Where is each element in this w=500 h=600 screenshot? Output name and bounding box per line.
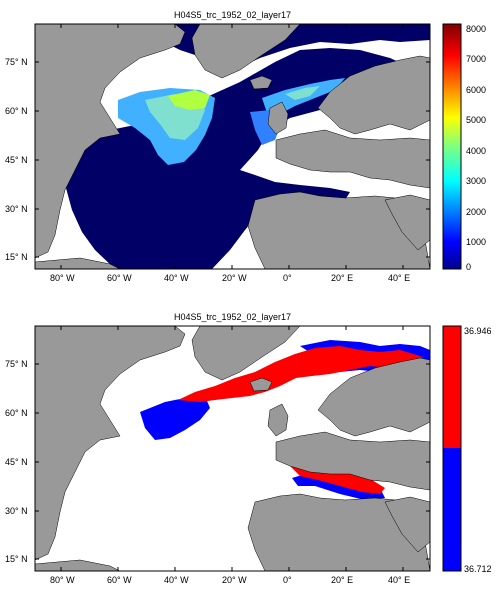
- panel2-colorbar-high: [443, 326, 461, 448]
- panel2-lon-tick-0: 0°: [283, 575, 292, 585]
- panel2-title: H04S5_trc_1952_02_layer17: [173, 312, 292, 322]
- panel1-land-arabia: [384, 194, 430, 251]
- panel1-land-greenland: [191, 24, 301, 79]
- panel1-lon-tick-40e: 40° E: [388, 273, 411, 283]
- panel1-colorbar: [442, 23, 462, 270]
- panel1-lon-tick-20e: 20° E: [331, 273, 354, 283]
- panel1-cbar-tick-1000: 1000: [466, 237, 487, 247]
- panel2-lon-tick-40e: 40° E: [388, 575, 411, 585]
- panel2-land-scandinavia: [317, 357, 430, 437]
- panel2-land-europe: [275, 431, 430, 491]
- panel1-lon-tick-40w: 40° W: [164, 273, 189, 283]
- panel1-cbar-tick-7000: 7000: [466, 54, 487, 64]
- panel1-cbar-tick-0: 0: [466, 262, 472, 272]
- panel1-lat-tick-60: 60° N: [5, 106, 28, 116]
- panel1-cbar-tick-2000: 2000: [466, 207, 487, 217]
- panel2-lat-tick-75: 75° N: [5, 359, 28, 369]
- panel2-lon-tick-80w: 80° W: [50, 575, 75, 585]
- panel2-land-arabia: [384, 496, 430, 553]
- panel1-land-iceland: [249, 75, 273, 90]
- panel2-high-band-north: [178, 346, 430, 402]
- panel1-lat-tick-30: 30° N: [5, 204, 28, 214]
- panel1-title: H04S5_trc_1952_02_layer17: [173, 10, 292, 20]
- panel1-land-scandinavia: [317, 55, 430, 135]
- panel1-lon-tick-0: 0°: [283, 273, 292, 283]
- panel2-cbar-tick-high: 36.946: [464, 326, 492, 336]
- panel2-lon-tick-60w: 60° W: [107, 575, 132, 585]
- panel1-axis-ticks: [35, 24, 430, 269]
- panel1-land-europe: [275, 129, 430, 189]
- panel2-lat-tick-30: 30° N: [5, 506, 28, 516]
- panel1-lat-tick-15: 15° N: [5, 252, 28, 262]
- panel1-land-north-america: [35, 24, 186, 259]
- panel2-low-patch-west: [140, 396, 210, 440]
- panel1-lat-tick-75: 75° N: [5, 57, 28, 67]
- panel2-lon-tick-20w: 20° W: [222, 575, 247, 585]
- panel1-cbar-tick-8000: 8000: [466, 24, 487, 34]
- panel2-colorbar-frame: [442, 325, 462, 572]
- panel1-cbar-tick-6000: 6000: [466, 85, 487, 95]
- panel2-lat-tick-15: 15° N: [5, 554, 28, 564]
- panel2-land-british-isles: [267, 403, 289, 437]
- panel2-colorbar-low: [443, 448, 461, 571]
- panel1-cbar-tick-3000: 3000: [466, 176, 487, 186]
- panel2-cbar-tick-low: 36.712: [464, 564, 492, 574]
- panel2-axis-ticks: [35, 326, 430, 571]
- panel1-cbar-tick-5000: 5000: [466, 115, 487, 125]
- panel2-lat-tick-60: 60° N: [5, 408, 28, 418]
- panel2-lon-tick-20e: 20° E: [331, 575, 354, 585]
- panel1-lon-tick-60w: 60° W: [107, 273, 132, 283]
- panel1-land-south-america: [35, 257, 121, 269]
- panel1-lon-tick-20w: 20° W: [222, 273, 247, 283]
- panel2-lon-tick-40w: 40° W: [164, 575, 189, 585]
- panel2-land-south-america: [35, 559, 121, 571]
- panel1-lat-tick-45: 45° N: [5, 155, 28, 165]
- panel2-land-north-america: [35, 326, 186, 561]
- panel2-land-iceland: [249, 377, 273, 392]
- panel2-lat-tick-45: 45° N: [5, 457, 28, 467]
- panel1-land-british-isles: [267, 101, 289, 135]
- panel1-lon-tick-80w: 80° W: [50, 273, 75, 283]
- panel2-land-greenland: [191, 326, 301, 381]
- panel1-cbar-tick-4000: 4000: [466, 146, 487, 156]
